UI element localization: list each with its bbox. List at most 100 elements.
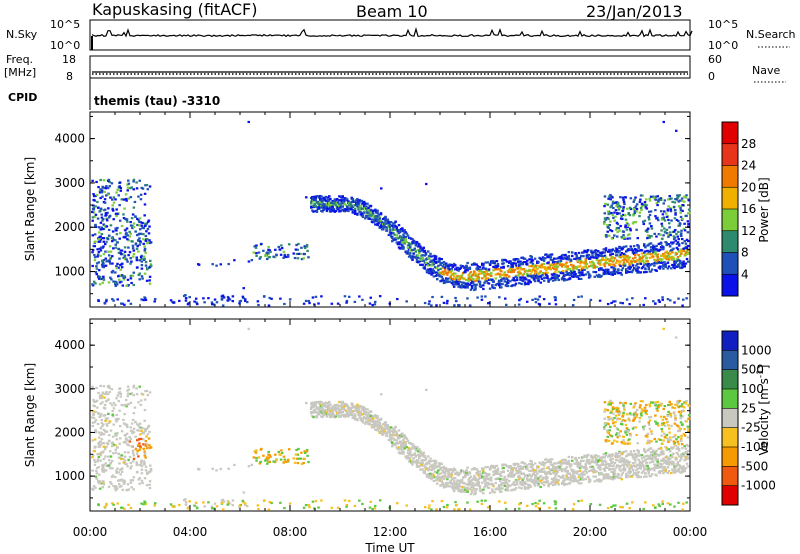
power-cell (437, 264, 440, 267)
velocity-cell (455, 487, 458, 490)
power-cell (125, 284, 128, 287)
power-cell (626, 254, 629, 258)
power-cell (619, 256, 622, 259)
power-cell (582, 266, 585, 269)
velocity-cell (464, 475, 467, 478)
power-cell (647, 266, 650, 269)
power-cell (658, 265, 662, 268)
power-cell (660, 229, 663, 232)
power-cell (135, 234, 139, 237)
colorbar-segment (722, 165, 738, 188)
power-cell (115, 267, 119, 270)
power-cell (528, 258, 531, 261)
power-cell (396, 243, 400, 246)
power-cell (631, 257, 635, 260)
power-cell (111, 208, 114, 211)
power-cell (197, 263, 201, 266)
power-cell (659, 197, 662, 200)
power-cell (459, 266, 463, 270)
power-cell (215, 301, 219, 304)
power-cell (303, 252, 307, 256)
power-cell (584, 258, 587, 261)
velocity-cell (565, 483, 568, 486)
velocity-cell (484, 479, 487, 482)
power-cell (469, 271, 473, 274)
power-cell (592, 270, 595, 274)
velocity-cell (478, 485, 482, 488)
velocity-cell (556, 481, 559, 484)
power-cell (533, 257, 537, 260)
velocity-cell (366, 415, 369, 419)
velocity-cell (319, 406, 322, 409)
power-cell (416, 254, 420, 257)
velocity-cell (394, 425, 397, 429)
velocity-cell (509, 465, 512, 468)
velocity-cell (361, 413, 365, 416)
power-cell (100, 233, 104, 236)
velocity-cell (356, 403, 359, 406)
power-cell (439, 267, 442, 271)
power-cell (440, 257, 443, 261)
velocity-cell (544, 470, 547, 473)
power-cell (117, 247, 120, 251)
velocity-cell (618, 454, 621, 458)
velocity-cell (397, 437, 401, 440)
power-cell (476, 296, 479, 299)
power-cell (282, 250, 286, 253)
power-cell (463, 281, 466, 284)
velocity-cell (452, 485, 456, 488)
velocity-cell (596, 460, 600, 463)
power-cell (649, 246, 653, 249)
power-cell (576, 260, 580, 264)
power-cell (571, 254, 574, 258)
velocity-cell (506, 469, 510, 472)
power-cell (618, 250, 621, 253)
power-cell (421, 256, 424, 260)
power-cell (633, 212, 637, 215)
power-cell (643, 243, 646, 246)
velocity-cell (392, 431, 395, 435)
power-cell (541, 266, 545, 269)
power-cell (668, 252, 672, 256)
power-cell (377, 219, 380, 222)
velocity-cell (557, 479, 560, 482)
power-cell (612, 206, 615, 210)
velocity-cell (425, 462, 429, 465)
power-cell (138, 228, 142, 231)
velocity-cell (519, 467, 522, 471)
velocity-cell (582, 470, 585, 473)
power-cell (686, 249, 690, 252)
power-cell (677, 224, 680, 227)
velocity-cell (571, 456, 574, 459)
power-cell (510, 271, 513, 274)
velocity-cell (640, 461, 644, 464)
velocity-cell (569, 474, 573, 478)
power-cell (115, 212, 118, 215)
power-cell (332, 209, 335, 212)
power-cell (122, 198, 126, 201)
velocity-cell (559, 464, 563, 467)
power-cell (616, 222, 620, 226)
velocity-cell (646, 469, 649, 472)
power-cell (565, 278, 568, 281)
power-cell (373, 303, 377, 306)
power-cell (643, 204, 646, 207)
power-cell (341, 208, 344, 211)
power-cell (472, 282, 475, 285)
power-cell (114, 246, 118, 249)
power-cell (669, 210, 673, 213)
power-cell (488, 287, 492, 290)
velocity-cell (443, 471, 447, 474)
power-cell (280, 244, 283, 247)
power-cell (653, 264, 656, 267)
velocity-cell (546, 479, 549, 482)
power-cell (119, 189, 123, 192)
velocity-cell (369, 410, 373, 413)
power-cell (619, 205, 622, 208)
power-cell (308, 301, 311, 305)
power-cell (680, 237, 684, 241)
power-cell (140, 186, 144, 190)
power-cell (593, 266, 596, 269)
power-cell (221, 294, 225, 297)
power-cell (585, 266, 589, 270)
